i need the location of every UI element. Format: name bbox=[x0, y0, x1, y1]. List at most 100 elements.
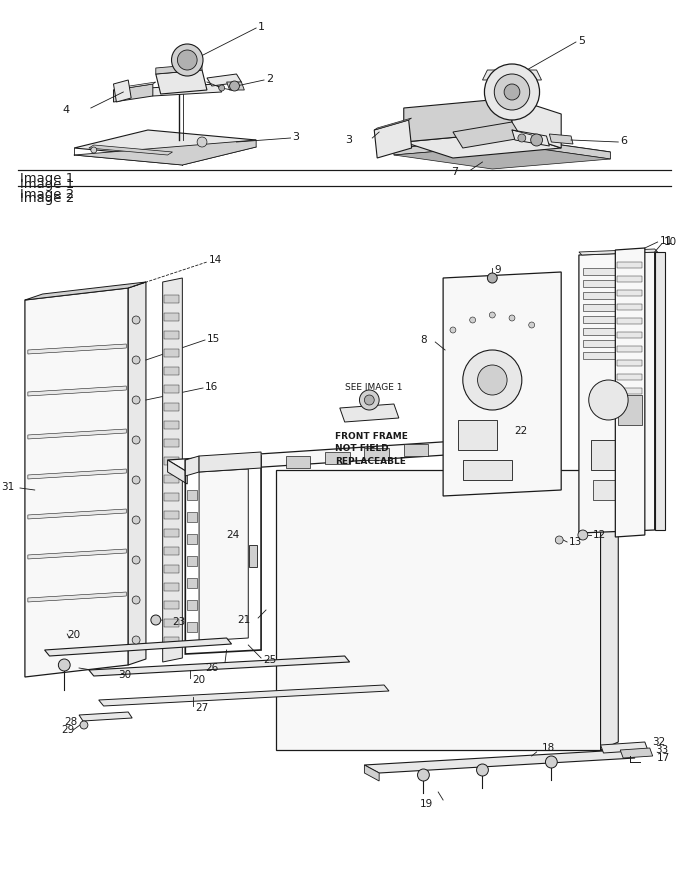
Circle shape bbox=[578, 530, 588, 540]
Circle shape bbox=[177, 50, 197, 70]
Circle shape bbox=[132, 596, 140, 604]
Text: 15: 15 bbox=[207, 334, 220, 344]
Bar bbox=[250, 545, 257, 567]
Text: 20: 20 bbox=[67, 630, 80, 640]
Text: 6: 6 bbox=[620, 136, 627, 146]
Bar bbox=[164, 457, 180, 465]
Circle shape bbox=[529, 322, 534, 328]
Circle shape bbox=[530, 134, 543, 146]
Text: 19: 19 bbox=[420, 799, 433, 809]
Polygon shape bbox=[199, 469, 248, 641]
Text: 10: 10 bbox=[664, 237, 677, 247]
Polygon shape bbox=[394, 138, 611, 162]
Text: 32: 32 bbox=[651, 737, 665, 747]
Bar bbox=[443, 440, 468, 452]
Polygon shape bbox=[620, 748, 653, 758]
Polygon shape bbox=[186, 456, 199, 476]
Polygon shape bbox=[549, 134, 573, 144]
Bar bbox=[583, 304, 642, 311]
Bar bbox=[187, 600, 197, 610]
Polygon shape bbox=[89, 145, 173, 155]
Polygon shape bbox=[28, 549, 126, 559]
Text: 24: 24 bbox=[226, 530, 240, 540]
Bar bbox=[617, 318, 642, 324]
Bar bbox=[164, 385, 180, 393]
Polygon shape bbox=[404, 132, 561, 158]
Polygon shape bbox=[114, 82, 156, 90]
Polygon shape bbox=[28, 344, 126, 354]
Text: 5: 5 bbox=[578, 36, 585, 46]
Text: 2: 2 bbox=[266, 74, 273, 84]
Circle shape bbox=[589, 380, 628, 420]
Polygon shape bbox=[276, 470, 600, 750]
Circle shape bbox=[470, 317, 475, 323]
Bar bbox=[583, 328, 642, 335]
Polygon shape bbox=[394, 145, 611, 169]
Circle shape bbox=[132, 316, 140, 324]
Polygon shape bbox=[512, 98, 561, 148]
Bar bbox=[164, 547, 180, 555]
Polygon shape bbox=[25, 288, 129, 677]
Bar bbox=[364, 448, 389, 460]
Bar bbox=[164, 493, 180, 501]
Polygon shape bbox=[512, 130, 549, 146]
Polygon shape bbox=[374, 118, 411, 130]
Polygon shape bbox=[600, 462, 618, 750]
Circle shape bbox=[509, 315, 515, 321]
Polygon shape bbox=[199, 452, 261, 472]
Text: 31: 31 bbox=[1, 482, 14, 492]
Text: 27: 27 bbox=[195, 703, 208, 713]
Circle shape bbox=[360, 390, 379, 410]
Bar bbox=[617, 360, 642, 366]
Polygon shape bbox=[502, 438, 522, 462]
Text: 18: 18 bbox=[541, 743, 555, 753]
Bar bbox=[404, 444, 428, 456]
Bar bbox=[187, 578, 197, 588]
Circle shape bbox=[504, 84, 520, 100]
Circle shape bbox=[364, 395, 374, 405]
Polygon shape bbox=[25, 282, 146, 300]
Circle shape bbox=[230, 81, 239, 91]
Bar bbox=[164, 367, 180, 375]
Circle shape bbox=[418, 769, 429, 781]
Circle shape bbox=[518, 134, 526, 142]
Circle shape bbox=[477, 764, 488, 776]
Bar bbox=[187, 512, 197, 522]
Circle shape bbox=[490, 312, 495, 318]
Text: 3: 3 bbox=[292, 132, 300, 142]
Circle shape bbox=[151, 615, 160, 625]
Text: 20: 20 bbox=[192, 675, 205, 685]
Polygon shape bbox=[89, 656, 350, 676]
Text: 7: 7 bbox=[451, 167, 458, 177]
Bar bbox=[164, 439, 180, 447]
Polygon shape bbox=[28, 469, 126, 479]
Bar bbox=[286, 456, 310, 468]
Polygon shape bbox=[114, 84, 153, 102]
Circle shape bbox=[132, 436, 140, 444]
Polygon shape bbox=[28, 509, 126, 519]
Bar bbox=[164, 637, 180, 645]
Text: 13: 13 bbox=[569, 537, 582, 547]
Bar bbox=[617, 304, 642, 310]
Polygon shape bbox=[207, 74, 241, 86]
Circle shape bbox=[494, 74, 530, 110]
Polygon shape bbox=[364, 765, 379, 781]
Text: 21: 21 bbox=[237, 615, 250, 625]
Text: 16: 16 bbox=[205, 382, 218, 392]
Text: 26: 26 bbox=[205, 663, 219, 673]
Polygon shape bbox=[364, 750, 635, 773]
Text: 22: 22 bbox=[514, 426, 527, 436]
Bar bbox=[617, 374, 642, 380]
Bar bbox=[583, 340, 642, 347]
Bar bbox=[164, 583, 180, 591]
Circle shape bbox=[197, 137, 207, 147]
Bar bbox=[187, 556, 197, 566]
Text: SEE IMAGE 1: SEE IMAGE 1 bbox=[345, 383, 402, 392]
Bar bbox=[164, 601, 180, 609]
Text: 8: 8 bbox=[421, 335, 427, 345]
Circle shape bbox=[477, 365, 507, 395]
Polygon shape bbox=[163, 278, 182, 662]
Circle shape bbox=[80, 721, 88, 729]
Polygon shape bbox=[74, 130, 256, 158]
Bar bbox=[164, 313, 180, 321]
